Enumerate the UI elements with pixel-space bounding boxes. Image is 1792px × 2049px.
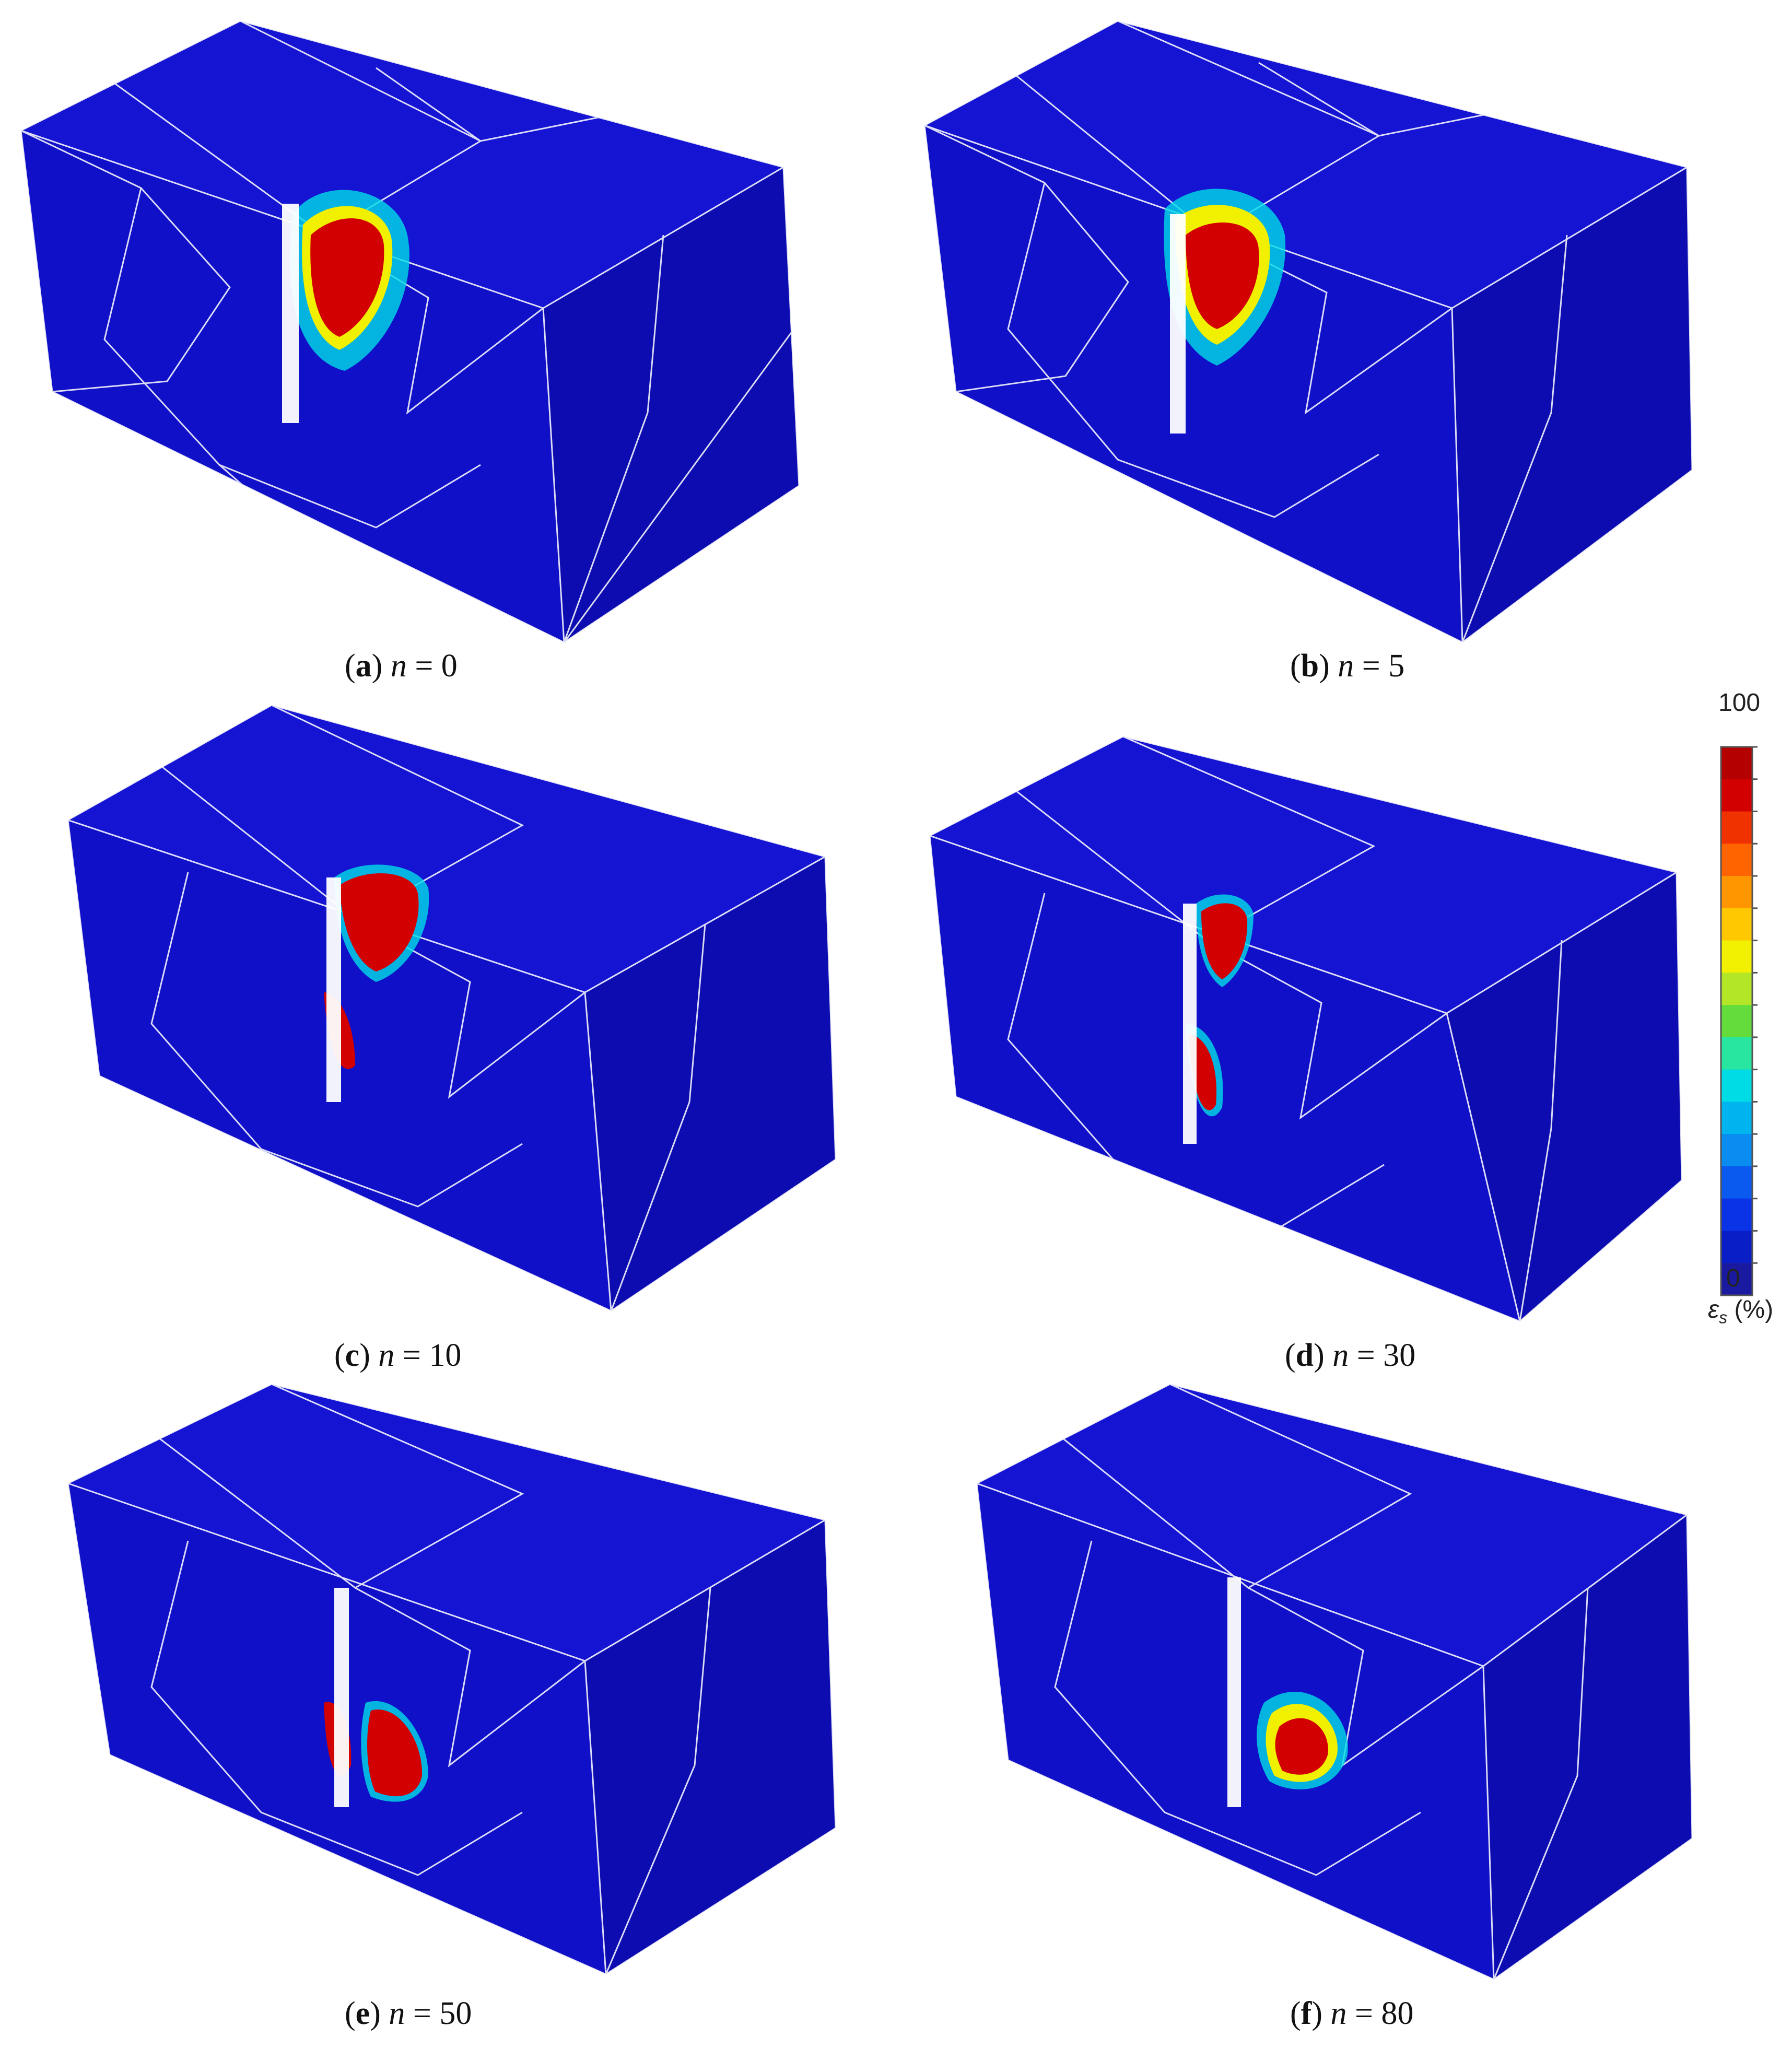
colorbar-band — [1721, 1231, 1752, 1263]
colorbar-band — [1721, 747, 1752, 780]
colorbar-band — [1721, 908, 1752, 941]
panel-b — [919, 16, 1703, 663]
caption-e: (e) n = 50 — [345, 1995, 472, 2032]
colorbar-unit: (%) — [1734, 1296, 1774, 1324]
caption-paren-close: ) — [1311, 1996, 1322, 2031]
caption-n-value: 5 — [1388, 648, 1405, 684]
caption-label: f — [1301, 1996, 1312, 2031]
caption-label: b — [1301, 648, 1319, 684]
caption-equals: = — [406, 648, 441, 684]
caption-n-value: 30 — [1383, 1338, 1416, 1373]
mesh-block-e — [66, 1383, 837, 1976]
colorbar-band — [1721, 1069, 1752, 1102]
panel-a — [10, 16, 867, 663]
mesh-block-b — [922, 20, 1693, 644]
caption-n-value: 80 — [1381, 1996, 1414, 2031]
caption-n-value: 50 — [439, 1996, 472, 2031]
colorbar-band — [1721, 1037, 1752, 1070]
mesh-block-d — [928, 735, 1683, 1323]
caption-label: d — [1295, 1338, 1314, 1373]
caption-n-symbol: n — [378, 1338, 395, 1373]
colorbar-band — [1721, 1005, 1752, 1038]
colorbar — [1720, 746, 1758, 1296]
colorbar-band — [1721, 844, 1752, 876]
colorbar-band — [1721, 1198, 1752, 1231]
caption-f: (f) n = 80 — [1290, 1995, 1413, 2032]
colorbar-symbol: ε — [1708, 1296, 1719, 1324]
panel-c — [63, 700, 846, 1327]
caption-paren-open: ( — [345, 1996, 356, 2031]
caption-paren-open: ( — [334, 1338, 345, 1373]
caption-n-symbol: n — [1332, 1338, 1349, 1373]
mesh-block-a — [19, 20, 800, 644]
caption-n-symbol: n — [389, 1996, 405, 2031]
colorbar-max-label: 100 — [1718, 689, 1761, 717]
colorbar-subscript: s — [1719, 1308, 1728, 1327]
colorbar-band — [1721, 1134, 1752, 1167]
panel-e — [63, 1379, 846, 1985]
colorbar-gradient — [1721, 746, 1758, 1296]
caption-b: (b) n = 5 — [1290, 648, 1404, 685]
caption-paren-close: ) — [359, 1338, 370, 1373]
colorbar-band — [1721, 1102, 1752, 1134]
panel-d — [924, 731, 1692, 1327]
panel-f — [971, 1379, 1697, 1985]
colorbar-band — [1721, 779, 1752, 812]
colorbar-band — [1721, 1166, 1752, 1199]
colorbar-frame — [1720, 746, 1753, 1296]
caption-equals: = — [1354, 648, 1389, 684]
caption-equals: = — [1346, 1996, 1381, 2031]
caption-paren-open: ( — [1285, 1338, 1296, 1373]
caption-label: a — [355, 648, 372, 684]
caption-paren-close: ) — [371, 648, 383, 684]
colorbar-quantity-label: εs (%) — [1708, 1295, 1773, 1328]
caption-equals: = — [405, 1996, 440, 2031]
caption-label: c — [345, 1338, 360, 1373]
caption-a: (a) n = 0 — [345, 648, 458, 685]
caption-n-symbol: n — [1330, 1996, 1347, 2031]
caption-n-value: 0 — [441, 648, 458, 684]
caption-paren-open: ( — [1290, 1996, 1301, 2031]
caption-n-symbol: n — [390, 648, 407, 684]
colorbar-band — [1721, 876, 1752, 909]
colorbar-band — [1721, 940, 1752, 973]
caption-equals: = — [1349, 1338, 1384, 1373]
caption-paren-open: ( — [1290, 648, 1301, 684]
caption-paren-close: ) — [1314, 1338, 1325, 1373]
mesh-block-c — [66, 704, 837, 1313]
colorbar-min-label: 0 — [1726, 1264, 1740, 1292]
colorbar-band — [1721, 973, 1752, 1005]
caption-c: (c) n = 10 — [334, 1337, 461, 1374]
caption-n-value: 10 — [429, 1338, 462, 1373]
caption-d: (d) n = 30 — [1285, 1337, 1415, 1374]
caption-paren-close: ) — [370, 1996, 381, 2031]
mesh-block-f — [975, 1383, 1693, 1981]
caption-n-symbol: n — [1338, 648, 1354, 684]
caption-paren-close: ) — [1319, 648, 1330, 684]
caption-label: e — [355, 1996, 370, 2031]
caption-equals: = — [394, 1338, 429, 1373]
colorbar-band — [1721, 811, 1752, 844]
colorbar-band — [1721, 1263, 1752, 1296]
caption-paren-open: ( — [345, 648, 356, 684]
